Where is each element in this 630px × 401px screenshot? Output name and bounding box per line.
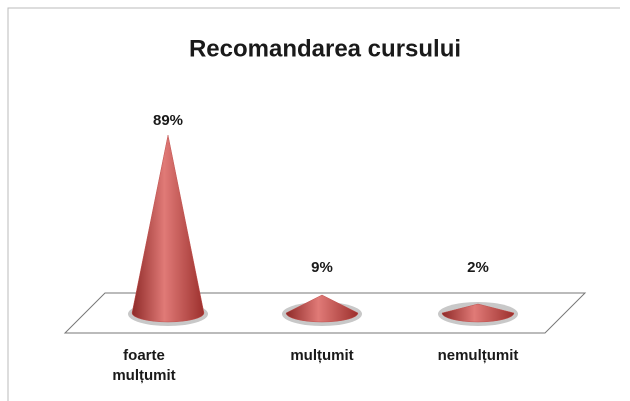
category-label: nemulțumit bbox=[437, 347, 519, 364]
cone bbox=[285, 294, 359, 323]
value-label: 9% bbox=[311, 259, 333, 276]
value-label: 89% bbox=[153, 112, 183, 129]
value-label: 2% bbox=[467, 259, 489, 276]
cone bbox=[441, 303, 515, 323]
cone bbox=[131, 134, 205, 323]
frame bbox=[7, 7, 620, 401]
category-label: foarte mulțumit bbox=[112, 347, 176, 384]
chart-title: Recomandarea cursului bbox=[189, 35, 461, 62]
category-label: mulțumit bbox=[290, 347, 354, 364]
